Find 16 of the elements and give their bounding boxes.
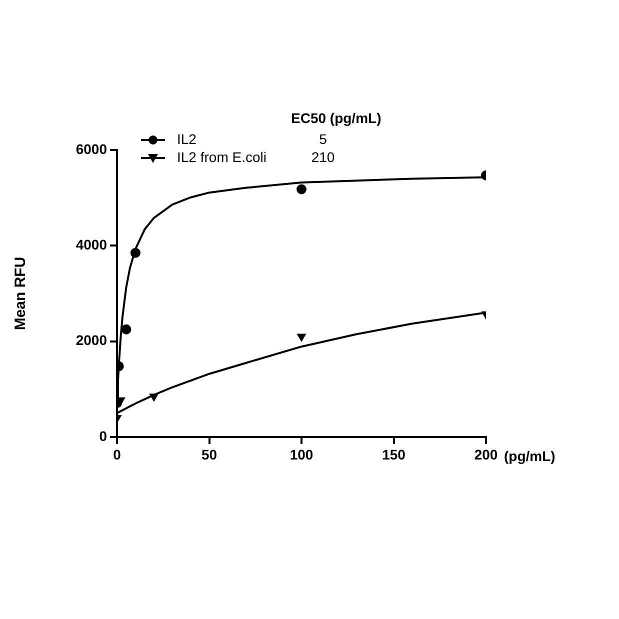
x-tick-label: 200 [474,446,498,462]
x-tick-label: 0 [113,446,122,462]
legend-title: EC50 (pg/mL) [291,110,382,126]
legend-label: IL2 [177,130,197,147]
text: 5 [319,130,328,147]
x-tick-label: 100 [290,446,314,462]
legend-label: IL2 from E.coli [177,148,266,165]
y-tick-label: 4000 [76,236,108,253]
y-tick-label: 0 [99,428,108,444]
y-tick-label: 6000 [76,140,108,157]
x-axis-title: (pg/mL) [504,448,556,464]
x-tick-label: 50 [201,446,218,462]
x-tick-label: 150 [382,446,406,462]
annotation: 210 [311,148,335,165]
y-axis-title: Mean RFU [12,256,30,330]
y-tick-label: 2000 [76,332,108,348]
